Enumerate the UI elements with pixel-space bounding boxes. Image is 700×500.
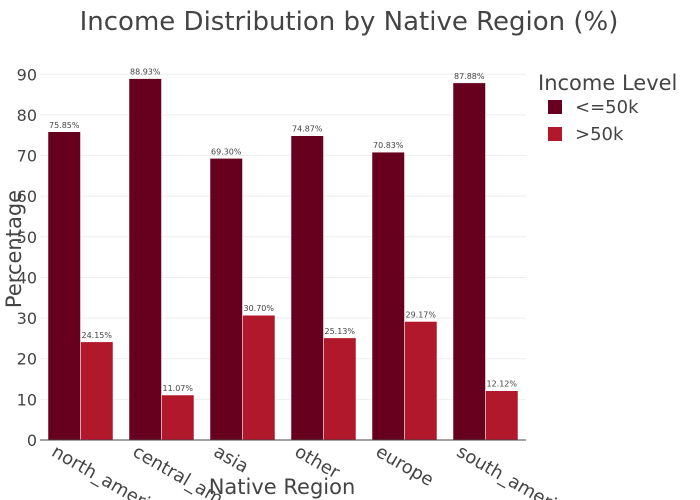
y-tick-label: 50	[17, 228, 37, 247]
legend: <=50k >50k	[548, 97, 639, 145]
x-tick-label: south_america	[453, 441, 578, 500]
y-tick-label: 20	[17, 350, 37, 369]
y-tick-label: 10	[17, 390, 37, 409]
y-axis-ticks: 0 10 20 30 40 50 60 70 80 90	[17, 65, 37, 450]
bar	[371, 151, 405, 441]
bar	[161, 394, 195, 441]
bar	[47, 131, 81, 441]
gridlines	[40, 73, 526, 400]
legend-swatch	[548, 127, 562, 141]
y-axis-title: Percentage	[2, 190, 26, 308]
x-tick-label: europe	[372, 441, 437, 491]
bar	[404, 321, 438, 441]
bar-data-label: 12.12%	[486, 380, 517, 389]
y-tick-label: 60	[17, 187, 37, 206]
legend-label: >50k	[575, 124, 624, 145]
bar	[290, 135, 324, 441]
bar-data-label: 25.13%	[324, 327, 355, 336]
bar-data-label: 11.07%	[162, 384, 193, 393]
chart-title: Income Distribution by Native Region (%)	[80, 7, 619, 37]
y-tick-label: 90	[17, 65, 37, 84]
bar	[242, 314, 276, 441]
bar	[485, 390, 519, 441]
bar-data-label: 74.87%	[292, 125, 323, 134]
bar-data-label: 70.83%	[373, 141, 404, 150]
bar-data-label: 29.17%	[405, 310, 436, 319]
legend-swatch	[548, 100, 562, 114]
bar-data-label: 87.88%	[454, 72, 485, 81]
legend-label: <=50k	[575, 97, 639, 118]
y-tick-label: 40	[17, 268, 37, 287]
bar-data-label: 69.30%	[211, 147, 242, 156]
y-tick-label: 0	[27, 431, 37, 450]
bar-data-label: 24.15%	[81, 331, 112, 340]
x-tick-label: asia	[210, 441, 252, 477]
y-tick-label: 30	[17, 309, 37, 328]
bar	[452, 82, 486, 441]
bar	[80, 341, 114, 441]
bar	[128, 78, 162, 441]
bar-data-label: 88.93%	[130, 68, 161, 77]
bar-data-label: 30.70%	[243, 304, 274, 313]
x-axis-title: Native Region	[209, 475, 356, 499]
bar	[209, 158, 243, 441]
legend-title: Income Level	[538, 71, 677, 95]
y-tick-label: 70	[17, 147, 37, 166]
bars	[47, 78, 519, 441]
bar-data-labels: 75.85% 24.15% 88.93% 11.07% 69.30% 30.70% 74.8…	[49, 68, 517, 393]
bar-data-label: 75.85%	[49, 121, 80, 130]
y-tick-label: 80	[17, 106, 37, 125]
bar	[323, 337, 357, 441]
